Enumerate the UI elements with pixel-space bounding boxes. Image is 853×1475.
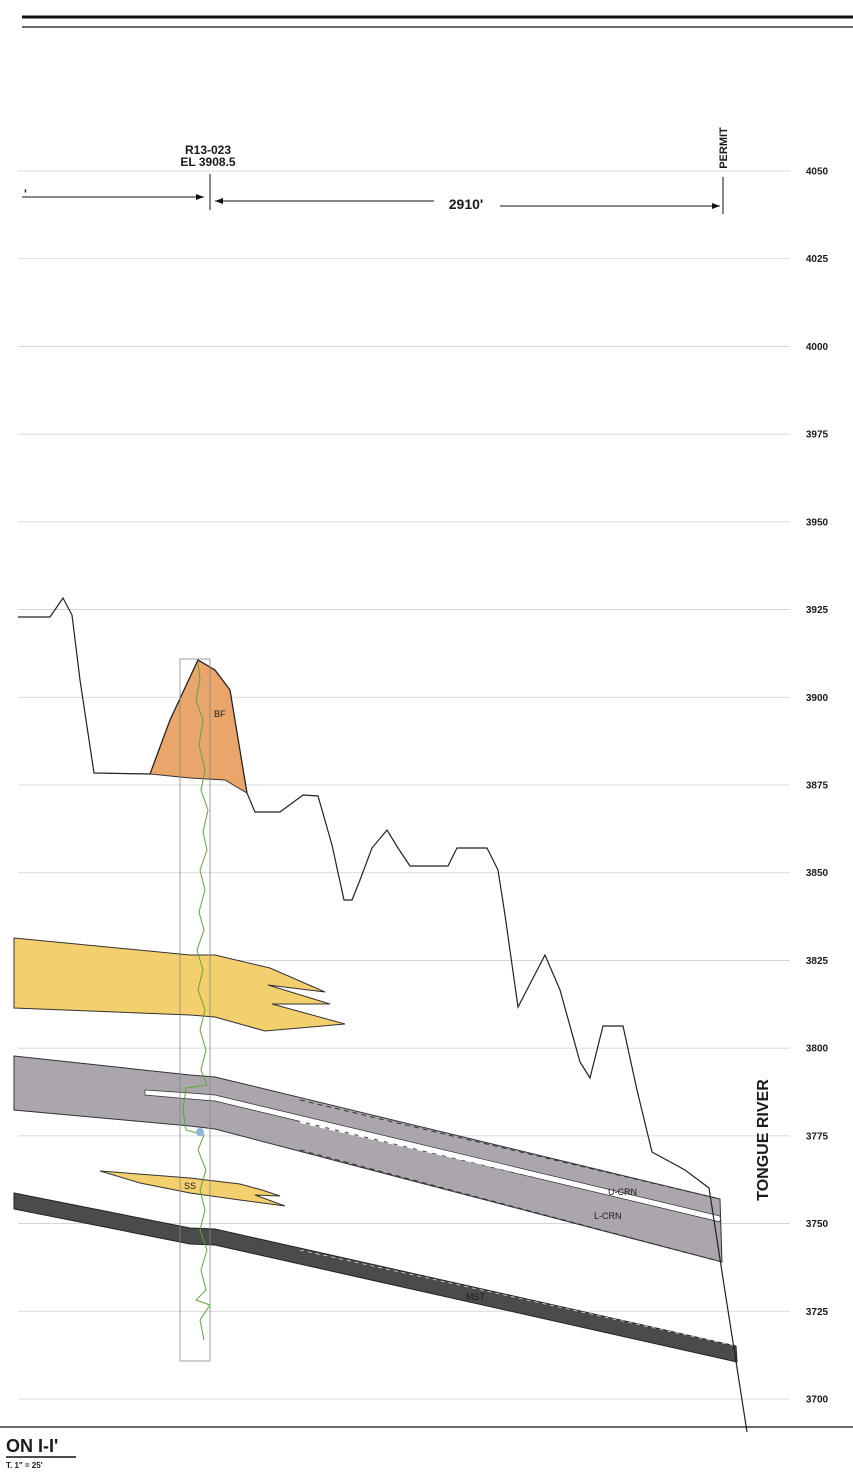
unit-label-l-crn: L-CRN [594, 1211, 622, 1221]
permit-label: PERMIT [718, 127, 730, 169]
elevation-tick-3875: 3875 [806, 781, 829, 792]
elevation-tick-3750: 3750 [806, 1219, 829, 1230]
elevation-tick-3825: 3825 [806, 956, 829, 967]
top-border [22, 15, 853, 28]
unit-label-bf: BF [214, 709, 226, 719]
elevation-tick-3850: 3850 [806, 868, 829, 879]
elevation-tick-3700: 3700 [806, 1395, 829, 1406]
permit-marker: PERMIT [718, 127, 730, 214]
well-log-curve [182, 661, 211, 1341]
mudstone-dashed-edge [299, 1249, 737, 1347]
ground-surface-profile [18, 596, 748, 1433]
well-log-track [179, 658, 211, 1362]
elevation-tick-3900: 3900 [806, 693, 829, 704]
elevation-tick-4050: 4050 [806, 167, 829, 178]
elevation-tick-3975: 3975 [806, 430, 829, 441]
well-elevation: EL 3908.5 [180, 155, 235, 169]
sandstone-lens-ss [99, 1170, 286, 1207]
distance-dimension: ' 2910' [22, 187, 720, 212]
u-crn-parting [144, 1089, 721, 1223]
scale-text: T. 1" = 25' [6, 1461, 43, 1470]
well-header: R13-023 EL 3908.5 [180, 143, 236, 210]
well-name: R13-023 [185, 143, 231, 157]
elevation-tick-4000: 4000 [806, 342, 829, 353]
elevation-tick-3950: 3950 [806, 517, 829, 528]
distance-label: 2910' [449, 196, 483, 212]
elevation-tick-3775: 3775 [806, 1131, 829, 1142]
unit-label-mst: MST [466, 1292, 486, 1302]
elevation-tick-3925: 3925 [806, 605, 829, 616]
formation-label: TONGUE RIVER [755, 1079, 772, 1201]
elevation-tick-3725: 3725 [806, 1307, 829, 1318]
u-crn-parting-dashes [299, 1121, 721, 1220]
burn-zone-bf [149, 659, 248, 794]
section-title: ON I-I' [6, 1436, 58, 1456]
unit-label-ss: SS [184, 1181, 196, 1191]
mudstone-bed-mst [13, 1192, 738, 1363]
distance-left-fragment: ' [24, 187, 27, 201]
log-marker [196, 1128, 204, 1136]
elevation-tick-3800: 3800 [806, 1044, 829, 1055]
coal-bed-dashed-bottom [299, 1149, 723, 1263]
elevation-tick-4025: 4025 [806, 254, 829, 265]
sandstone-upper-bed [13, 937, 346, 1032]
unit-label-u-crn: U-CRN [608, 1187, 637, 1197]
coal-bed-l-crn [13, 1055, 723, 1263]
elevation-axis: 4050 4025 4000 3975 3950 3925 3900 3875 3850 3825… [806, 167, 829, 1406]
